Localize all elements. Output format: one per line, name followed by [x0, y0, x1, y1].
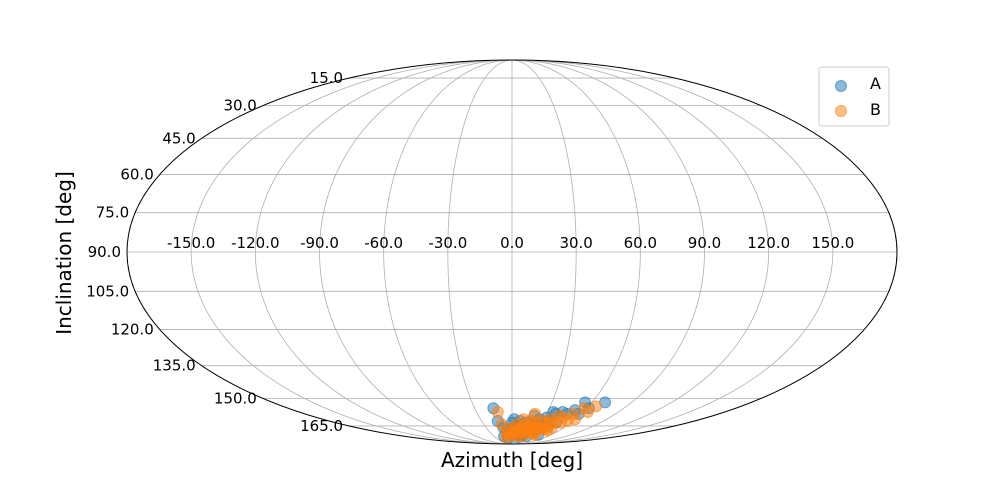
scatter-point-b [500, 431, 513, 444]
legend-label-b: B [870, 100, 881, 119]
scatter-point-b [589, 400, 602, 413]
scatter-point-b [541, 424, 554, 437]
x-tick-label: 0.0 [500, 234, 524, 252]
x-tick-label: 150.0 [811, 234, 854, 252]
legend-marker-b [835, 105, 847, 117]
y-tick-label: 165.0 [300, 417, 343, 435]
y-tick-label: 120.0 [111, 321, 154, 339]
scatter-point-b [569, 413, 582, 426]
y-tick-label: 15.0 [310, 69, 343, 87]
y-tick-label: 75.0 [96, 204, 129, 222]
scatter-point-b [529, 407, 541, 420]
y-tick-label: 45.0 [162, 129, 195, 147]
y-tick-label: 135.0 [153, 357, 196, 375]
y-tick-label: 60.0 [120, 165, 153, 183]
legend-marker-a [835, 80, 847, 92]
x-tick-label: -30.0 [428, 234, 467, 252]
x-axis-label: Azimuth [deg] [441, 448, 583, 472]
scatter-point-b [528, 428, 541, 441]
x-tick-label: -90.0 [300, 234, 339, 252]
y-tick-label: 150.0 [214, 389, 257, 407]
scatter-point-b [581, 406, 594, 419]
y-tick-label: 30.0 [223, 97, 256, 115]
x-tick-label: 90.0 [688, 234, 721, 252]
x-tick-label: 120.0 [747, 234, 790, 252]
x-tick-labels: -150.0 -120.0 -90.0 -60.0 -30.0 0.0 30.0 60.0 90… [167, 234, 854, 252]
scatter-point-b [491, 406, 504, 419]
y-tick-labels: 15.0 30.0 45.0 60.0 75.0 90.0 105.0 120.0 135.0 1… [86, 69, 343, 435]
y-axis-label: Inclination [deg] [52, 171, 76, 335]
x-tick-label: 60.0 [624, 234, 657, 252]
scatter-points [487, 396, 612, 444]
grid-lines [127, 59, 897, 445]
y-tick-label: 105.0 [86, 282, 129, 300]
x-tick-label: -150.0 [167, 234, 215, 252]
x-tick-label: 30.0 [559, 234, 592, 252]
x-tick-label: -60.0 [364, 234, 403, 252]
x-tick-label: -120.0 [231, 234, 279, 252]
y-tick-label: 90.0 [88, 243, 121, 261]
legend-label-a: A [870, 74, 881, 93]
legend: A B [818, 66, 890, 127]
